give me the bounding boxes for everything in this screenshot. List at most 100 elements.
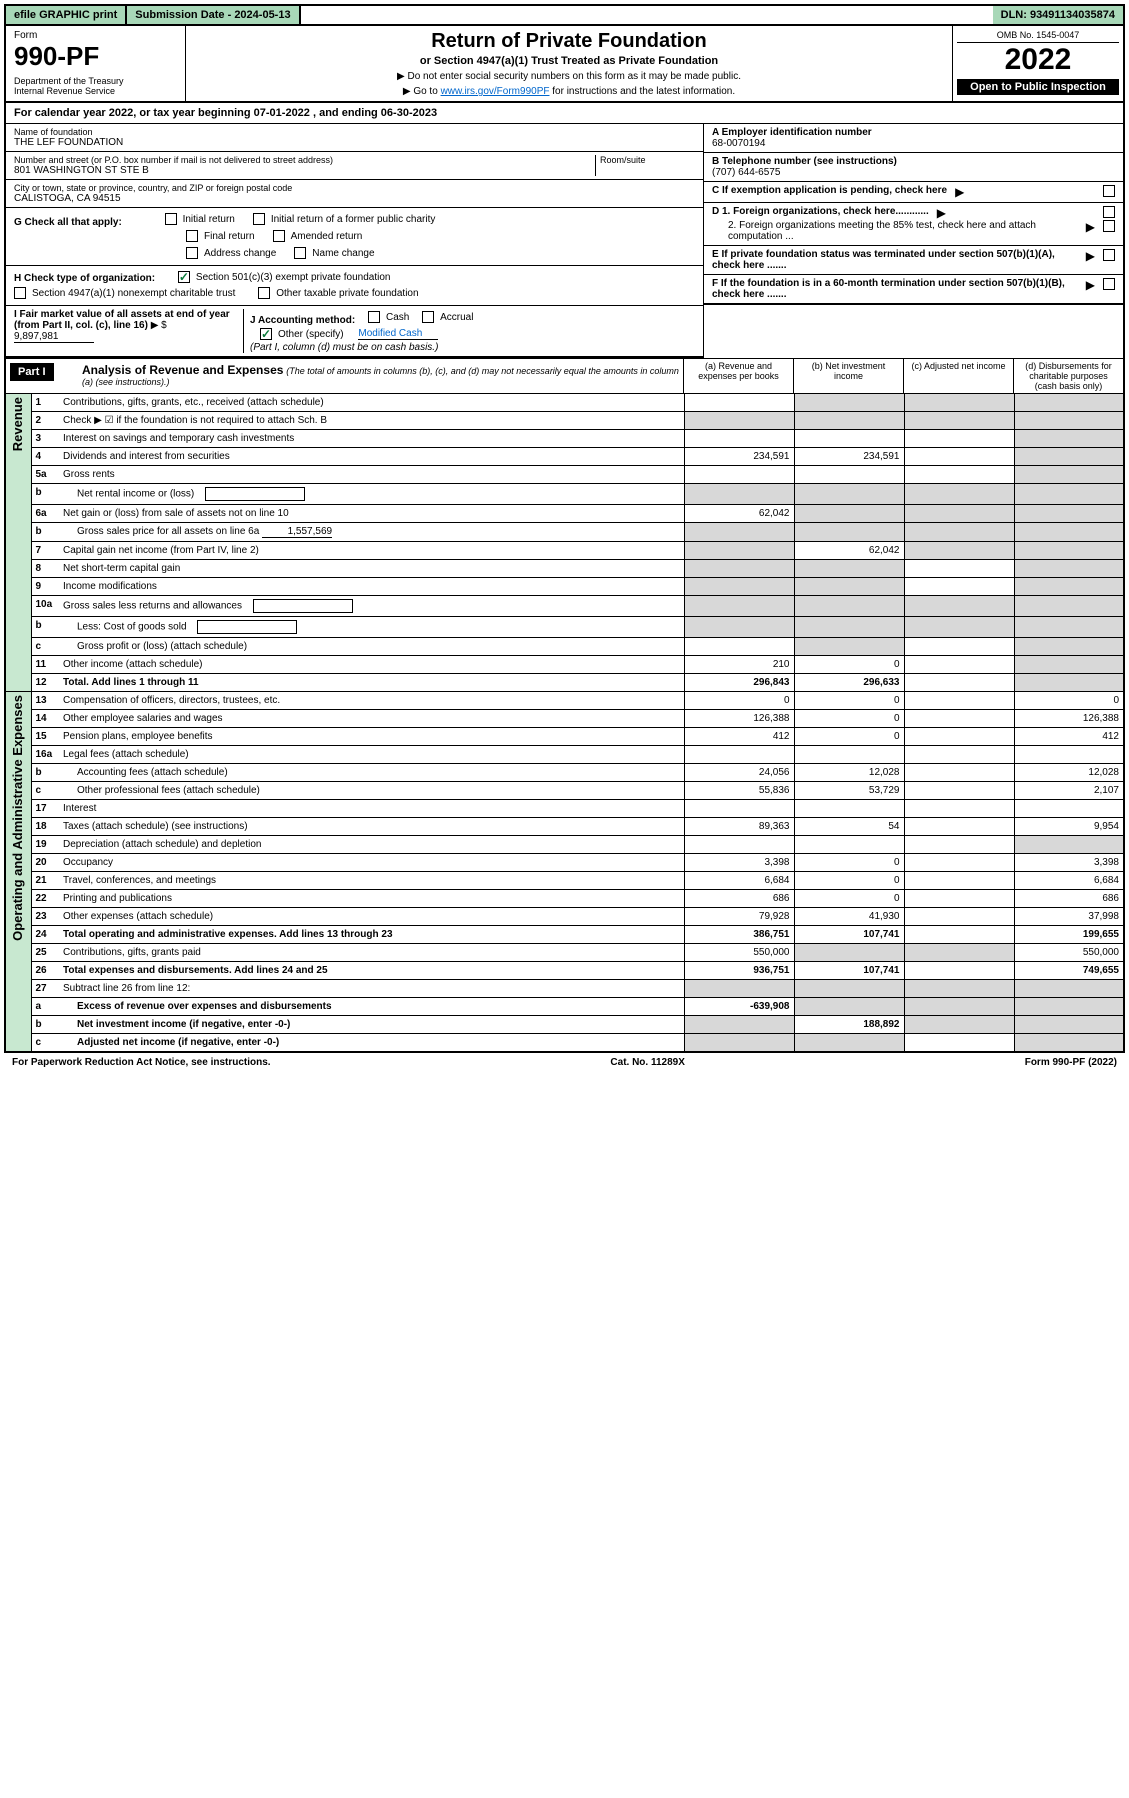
footer-mid: Cat. No. 11289X — [610, 1057, 684, 1068]
amount-cell: 126,388 — [1014, 710, 1124, 728]
amount-cell — [684, 800, 794, 818]
amount-cell: 0 — [794, 872, 904, 890]
amount-cell — [904, 818, 1014, 836]
line-description: Pension plans, employee benefits — [59, 728, 684, 746]
form-number: 990-PF — [14, 41, 177, 72]
amount-cell — [1014, 746, 1124, 764]
checkbox-60month[interactable] — [1103, 278, 1115, 290]
amount-cell — [794, 638, 904, 656]
g-initial-former: Initial return of a former public charit… — [271, 214, 436, 225]
efile-print-button[interactable]: efile GRAPHIC print — [6, 6, 127, 24]
line-number: 11 — [31, 656, 59, 674]
line-description: Gross sales price for all assets on line… — [59, 523, 684, 542]
line-number: 15 — [31, 728, 59, 746]
checkbox-501c3[interactable] — [178, 271, 190, 283]
checkbox-initial-former[interactable] — [253, 213, 265, 225]
table-row: Revenue1Contributions, gifts, grants, et… — [5, 394, 1124, 412]
amount-cell — [904, 908, 1014, 926]
line-description: Contributions, gifts, grants paid — [59, 944, 684, 962]
amount-cell — [794, 394, 904, 412]
amount-cell: 0 — [1014, 692, 1124, 710]
table-row: 20Occupancy3,39803,398 — [5, 854, 1124, 872]
line-number: 14 — [31, 710, 59, 728]
amount-cell — [904, 764, 1014, 782]
footer-left: For Paperwork Reduction Act Notice, see … — [12, 1057, 271, 1068]
checkbox-85pct[interactable] — [1103, 220, 1115, 232]
amount-cell — [684, 484, 794, 505]
fmv-value: 9,897,981 — [14, 331, 94, 343]
arrow-icon: ▶ — [1086, 278, 1095, 292]
submission-date: Submission Date - 2024-05-13 — [127, 6, 300, 24]
footer-right: Form 990-PF (2022) — [1025, 1057, 1117, 1068]
checkbox-4947[interactable] — [14, 287, 26, 299]
amount-cell — [1014, 998, 1124, 1016]
table-row: 18Taxes (attach schedule) (see instructi… — [5, 818, 1124, 836]
amount-cell — [684, 578, 794, 596]
table-row: 15Pension plans, employee benefits412041… — [5, 728, 1124, 746]
omb-number: OMB No. 1545-0047 — [957, 30, 1119, 43]
i-label: I Fair market value of all assets at end… — [14, 309, 230, 331]
checkbox-status-terminated[interactable] — [1103, 249, 1115, 261]
table-row: 16aLegal fees (attach schedule) — [5, 746, 1124, 764]
line-description: Contributions, gifts, grants, etc., rece… — [59, 394, 684, 412]
line-description: Interest — [59, 800, 684, 818]
line-description: Net investment income (if negative, ente… — [59, 1016, 684, 1034]
amount-cell — [1014, 638, 1124, 656]
checkbox-accrual[interactable] — [422, 311, 434, 323]
checkbox-cash[interactable] — [368, 311, 380, 323]
amount-cell — [904, 710, 1014, 728]
amount-cell — [904, 944, 1014, 962]
checkbox-other-method[interactable] — [260, 328, 272, 340]
line-description: Net gain or (loss) from sale of assets n… — [59, 505, 684, 523]
line-description: Travel, conferences, and meetings — [59, 872, 684, 890]
checkbox-name-change[interactable] — [294, 247, 306, 259]
table-row: 14Other employee salaries and wages126,3… — [5, 710, 1124, 728]
checkbox-addr-change[interactable] — [186, 247, 198, 259]
amount-cell — [794, 412, 904, 430]
line-number: 7 — [31, 542, 59, 560]
table-row: cAdjusted net income (if negative, enter… — [5, 1034, 1124, 1053]
amount-cell: 0 — [794, 890, 904, 908]
amount-cell: 3,398 — [684, 854, 794, 872]
amount-cell — [794, 944, 904, 962]
amount-cell — [1014, 523, 1124, 542]
checkbox-final-return[interactable] — [186, 230, 198, 242]
amount-cell: 0 — [794, 692, 904, 710]
amount-cell — [1014, 596, 1124, 617]
table-row: 11Other income (attach schedule)2100 — [5, 656, 1124, 674]
checkbox-initial-return[interactable] — [165, 213, 177, 225]
checkbox-foreign-org[interactable] — [1103, 206, 1115, 218]
line-number: 22 — [31, 890, 59, 908]
line-number: b — [31, 484, 59, 505]
col-c-header: (c) Adjusted net income — [903, 359, 1013, 393]
checkbox-other-taxable[interactable] — [258, 287, 270, 299]
table-row: bNet rental income or (loss) — [5, 484, 1124, 505]
amount-cell — [794, 980, 904, 998]
section-label: Revenue — [5, 394, 31, 692]
checkbox-exemption-pending[interactable] — [1103, 185, 1115, 197]
line-number: b — [31, 764, 59, 782]
table-row: 27Subtract line 26 from line 12: — [5, 980, 1124, 998]
amount-cell — [1014, 394, 1124, 412]
checkbox-amended[interactable] — [273, 230, 285, 242]
line-description: Net short-term capital gain — [59, 560, 684, 578]
amount-cell — [794, 505, 904, 523]
amount-cell — [1014, 542, 1124, 560]
amount-cell — [904, 980, 1014, 998]
amount-cell — [904, 674, 1014, 692]
city-state-zip: CALISTOGA, CA 94515 — [14, 193, 695, 204]
part1-title: Analysis of Revenue and Expenses — [82, 363, 283, 377]
table-row: 6aNet gain or (loss) from sale of assets… — [5, 505, 1124, 523]
irs-link[interactable]: www.irs.gov/Form990PF — [441, 86, 550, 97]
amount-cell — [684, 746, 794, 764]
line-number: a — [31, 998, 59, 1016]
table-row: 22Printing and publications6860686 — [5, 890, 1124, 908]
amount-cell: 936,751 — [684, 962, 794, 980]
amount-cell — [794, 836, 904, 854]
line-number: 20 — [31, 854, 59, 872]
line-description: Less: Cost of goods sold — [59, 617, 684, 638]
line-description: Dividends and interest from securities — [59, 448, 684, 466]
amount-cell — [904, 578, 1014, 596]
amount-cell — [794, 484, 904, 505]
j-accrual: Accrual — [440, 312, 473, 323]
